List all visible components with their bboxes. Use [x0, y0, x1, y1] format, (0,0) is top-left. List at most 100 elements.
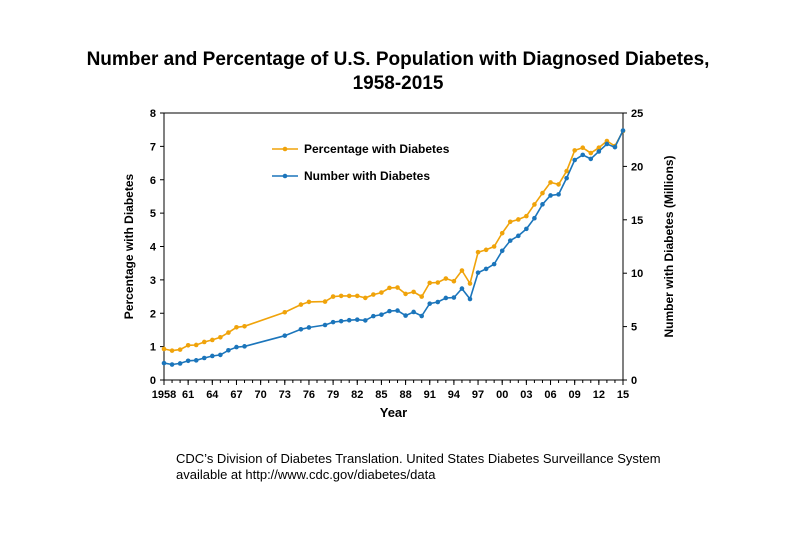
- number-with-diabetes-data-point: [371, 313, 376, 319]
- number-with-diabetes-data-point: [507, 238, 513, 243]
- legend-label-percentage-with-diabetes: Percentage with Diabetes: [304, 142, 450, 156]
- number-with-diabetes-data-point: [354, 317, 360, 322]
- number-with-diabetes-data-point: [161, 360, 167, 366]
- percentage-with-diabetes-data-point: [411, 289, 416, 295]
- right-axis-tick-label: 10: [631, 268, 643, 280]
- number-with-diabetes-data-point: [604, 141, 610, 147]
- left-axis-tick-label: 0: [150, 375, 156, 387]
- number-with-diabetes-data-point: [459, 286, 465, 291]
- number-with-diabetes-data-point: [242, 344, 247, 349]
- number-with-diabetes-data-point: [524, 226, 529, 232]
- number-with-diabetes-data-point: [363, 318, 368, 323]
- legend-label-number-with-diabetes: Number with Diabetes: [304, 169, 430, 183]
- x-axis-tick-label: 70: [255, 389, 267, 401]
- percentage-with-diabetes-data-point: [443, 276, 449, 281]
- percentage-with-diabetes-data-point: [459, 268, 465, 273]
- percentage-with-diabetes-data-point: [363, 295, 368, 301]
- number-with-diabetes-data-point: [451, 295, 457, 300]
- percentage-with-diabetes-data-point: [242, 323, 247, 329]
- percentage-with-diabetes-data-point: [580, 145, 586, 151]
- percentage-with-diabetes-data-point: [169, 348, 175, 353]
- percentage-with-diabetes-data-point: [379, 290, 384, 295]
- number-with-diabetes-data-point: [483, 266, 489, 272]
- percentage-with-diabetes-data-point: [306, 299, 312, 305]
- right-axis-tick-label: 20: [631, 161, 643, 173]
- percentage-with-diabetes-data-point: [556, 182, 561, 187]
- percentage-with-diabetes-data-point: [564, 168, 569, 174]
- x-axis-tick-label: 85: [375, 389, 387, 401]
- x-axis-tick-label: 64: [206, 389, 219, 401]
- percentage-with-diabetes-data-point: [467, 281, 473, 286]
- x-axis-tick-label: 94: [448, 389, 461, 401]
- number-with-diabetes-data-point: [395, 308, 400, 313]
- chart-subtitle: 1958-2015: [352, 73, 444, 94]
- number-with-diabetes-data-point: [403, 313, 408, 318]
- x-axis-tick-label: 03: [520, 389, 532, 401]
- number-with-diabetes-data-point: [185, 358, 191, 364]
- number-with-diabetes-data-point: [499, 248, 505, 254]
- number-with-diabetes-data-point: [620, 128, 626, 133]
- x-axis-title: Year: [380, 405, 407, 420]
- number-with-diabetes-data-point: [596, 149, 602, 154]
- number-with-diabetes-data-point: [548, 193, 553, 198]
- y-right-axis-title: Number with Diabetes (Millions): [662, 155, 676, 337]
- x-axis-tick-label: 15: [617, 389, 629, 401]
- number-with-diabetes-data-point: [210, 353, 215, 359]
- number-with-diabetes-data-point: [411, 309, 416, 315]
- percentage-with-diabetes-data-point: [395, 285, 400, 290]
- x-axis-tick-label: 12: [593, 389, 605, 401]
- x-axis-tick-label: 79: [327, 389, 339, 401]
- number-with-diabetes-data-point: [234, 344, 239, 350]
- left-axis-tick-label: 6: [150, 175, 156, 187]
- percentage-with-diabetes-data-point: [499, 230, 505, 236]
- percentage-with-diabetes-data-point: [226, 330, 231, 335]
- percentage-with-diabetes-data-point: [475, 249, 481, 255]
- y-left-axis-title: Percentage with Diabetes: [122, 173, 136, 319]
- percentage-with-diabetes-data-point: [427, 280, 433, 286]
- percentage-with-diabetes-data-point: [435, 280, 441, 285]
- percentage-with-diabetes-data-point: [524, 213, 529, 219]
- left-axis-tick-label: 7: [150, 141, 156, 153]
- number-with-diabetes-data-point: [435, 299, 441, 305]
- number-with-diabetes-data-point: [330, 319, 336, 325]
- left-axis-tick-label: 4: [150, 242, 157, 254]
- number-with-diabetes-data-point: [467, 296, 473, 302]
- percentage-with-diabetes-data-point: [330, 294, 336, 299]
- x-axis-tick-label: 82: [351, 389, 363, 401]
- right-axis-tick-label: 0: [631, 375, 637, 387]
- percentage-with-diabetes-data-point: [210, 337, 215, 343]
- percentage-with-diabetes-data-point: [548, 180, 553, 185]
- percentage-with-diabetes-data-point: [193, 342, 199, 348]
- percentage-with-diabetes-data-point: [218, 334, 223, 340]
- left-axis-tick-label: 3: [150, 275, 156, 287]
- number-with-diabetes-data-point: [218, 352, 223, 358]
- percentage-with-diabetes-data-point: [532, 202, 537, 207]
- right-axis-tick-label: 15: [631, 215, 643, 227]
- percentage-with-diabetes-data-point: [419, 294, 424, 299]
- number-with-diabetes-data-point: [169, 362, 175, 367]
- number-with-diabetes-data-point: [443, 295, 449, 301]
- x-axis-tick-label: 91: [424, 389, 436, 401]
- number-with-diabetes-data-point: [193, 358, 199, 363]
- percentage-with-diabetes-data-point: [403, 291, 408, 297]
- x-axis-tick-label: 76: [303, 389, 315, 401]
- percentage-with-diabetes-data-point: [588, 150, 594, 156]
- number-with-diabetes-data-point: [226, 348, 231, 353]
- percentage-with-diabetes-data-point: [185, 342, 191, 348]
- percentage-with-diabetes-data-point: [161, 346, 167, 352]
- x-axis-tick-label: 67: [230, 389, 242, 401]
- number-with-diabetes-data-point: [475, 270, 481, 275]
- number-with-diabetes-data-point: [427, 301, 433, 306]
- number-with-diabetes-data-point: [556, 192, 561, 197]
- x-axis-tick-label: 06: [544, 389, 556, 401]
- number-with-diabetes-data-point: [516, 233, 521, 239]
- number-with-diabetes-data-point: [201, 355, 207, 361]
- number-with-diabetes-data-point: [338, 318, 344, 324]
- left-axis-tick-label: 1: [150, 342, 156, 354]
- x-axis-tick-label: 97: [472, 389, 484, 401]
- number-with-diabetes-data-point: [346, 317, 352, 323]
- percentage-with-diabetes-data-point: [507, 219, 513, 225]
- percentage-with-diabetes-data-point: [596, 145, 602, 151]
- source-footnote-line-1: CDC’s Division of Diabetes Translation. …: [176, 451, 661, 466]
